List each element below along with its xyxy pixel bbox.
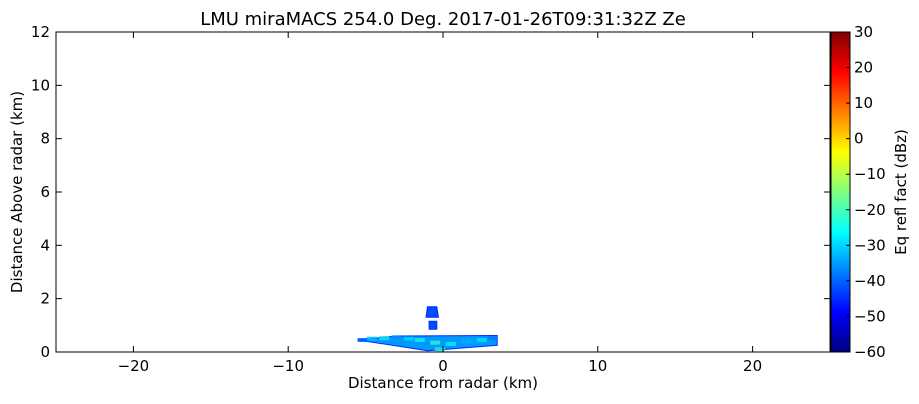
- echo-region: [425, 306, 439, 318]
- y-axis-ticks: 0 2 4 6 8 10 12: [31, 23, 830, 361]
- x-tick-label: 20: [743, 357, 762, 375]
- y-tick-label: 2: [40, 290, 50, 308]
- echo-region: [428, 320, 438, 330]
- colorbar-tick-label: −40: [854, 272, 886, 290]
- echo-cell: [487, 336, 498, 341]
- plot-area: −20 −10 0 10 20 0 2 4 6 8 10 12: [31, 23, 831, 375]
- echo-cell: [379, 336, 390, 341]
- colorbar-tick-label: −60: [854, 343, 886, 361]
- colorbar-ticks: −60 −50 −40 −30 −20 −10 0 10 20 30: [846, 23, 886, 361]
- echo-cell: [366, 336, 377, 341]
- y-tick-label: 4: [40, 236, 50, 254]
- echo-cell: [357, 338, 368, 342]
- echo-cell: [414, 338, 425, 342]
- colorbar-tick-label: −30: [854, 236, 886, 254]
- x-tick-label: −10: [272, 357, 304, 375]
- echo-cell: [461, 339, 472, 344]
- x-tick-label: −20: [118, 357, 150, 375]
- colorbar-tick-label: −10: [854, 165, 886, 183]
- y-axis-label: Distance Above radar (km): [8, 91, 26, 293]
- x-tick-label: 0: [438, 357, 448, 375]
- colorbar: −60 −50 −40 −30 −20 −10 0 10 20 30: [830, 23, 886, 361]
- echo-cell: [445, 342, 456, 346]
- echo-cell: [403, 336, 414, 341]
- colorbar-tick-label: −20: [854, 201, 886, 219]
- colorbar-tick-label: 30: [854, 23, 873, 41]
- echo-cell: [476, 338, 487, 342]
- echo-cell: [430, 340, 441, 345]
- y-tick-label: 0: [40, 343, 50, 361]
- colorbar-label: Eq refl fact (dBz): [892, 129, 910, 255]
- chart-title: LMU miraMACS 254.0 Deg. 2017-01-26T09:31…: [200, 9, 686, 30]
- y-tick-label: 8: [40, 130, 50, 148]
- colorbar-tick-label: 0: [854, 130, 864, 148]
- echo-cell: [434, 347, 445, 352]
- plot-frame: [55, 31, 831, 353]
- colorbar-gradient: [830, 31, 851, 353]
- x-tick-label: 10: [588, 357, 607, 375]
- echo-layer: [357, 306, 498, 352]
- y-tick-label: 6: [40, 183, 50, 201]
- y-tick-label: 12: [31, 23, 50, 41]
- x-axis-label: Distance from radar (km): [348, 374, 538, 392]
- colorbar-tick-label: 10: [854, 94, 873, 112]
- x-axis-ticks: −20 −10 0 10 20: [118, 32, 762, 375]
- colorbar-tick-label: −50: [854, 307, 886, 325]
- echo-cell: [391, 335, 402, 340]
- y-tick-label: 10: [31, 76, 50, 94]
- colorbar-tick-label: 20: [854, 59, 873, 77]
